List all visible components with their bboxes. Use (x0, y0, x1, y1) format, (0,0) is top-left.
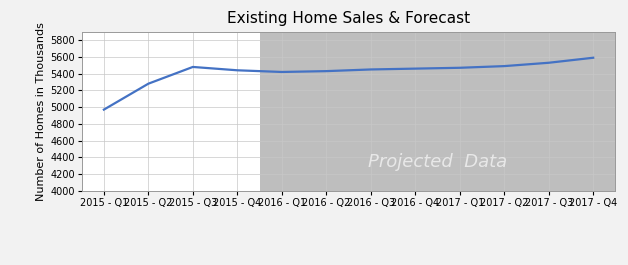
Legend: Existing Home Sales: Existing Home Sales (269, 263, 428, 265)
Y-axis label: Number of Homes in Thousands: Number of Homes in Thousands (36, 22, 46, 201)
Text: Projected  Data: Projected Data (368, 153, 507, 170)
Title: Existing Home Sales & Forecast: Existing Home Sales & Forecast (227, 11, 470, 26)
Bar (259, 32, 615, 191)
